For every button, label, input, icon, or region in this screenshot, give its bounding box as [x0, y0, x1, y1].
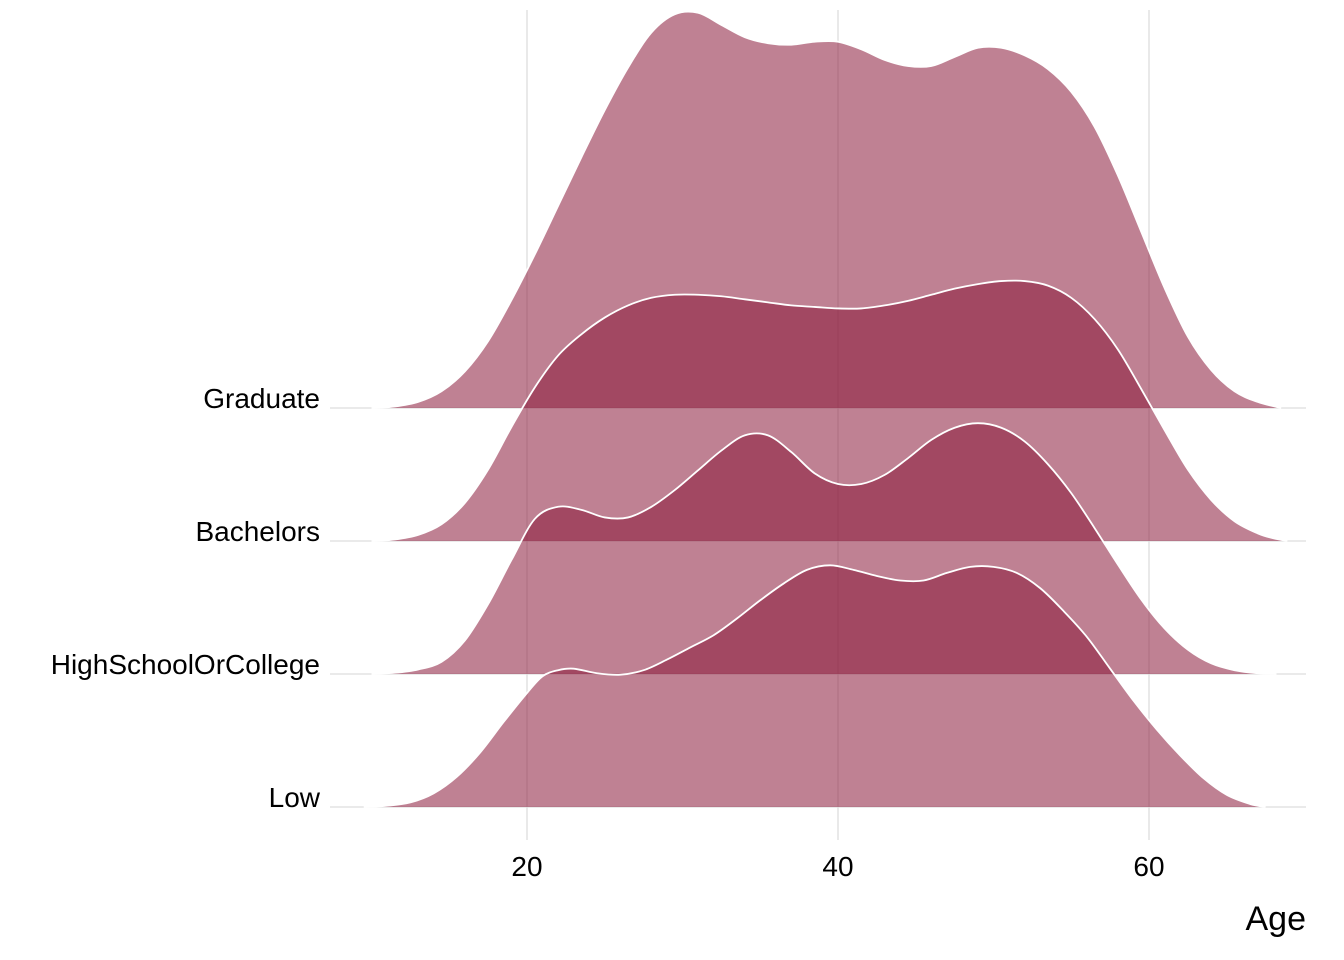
x-tick-label-60: 60: [1133, 851, 1164, 882]
category-label-HighSchoolOrCollege: HighSchoolOrCollege: [51, 649, 320, 680]
ridge-outline-HighSchoolOrCollege: [371, 422, 1277, 675]
ridge-fill-Low: [363, 565, 1266, 807]
ridge-outline-Graduate: [371, 10, 1282, 409]
x-axis-title: Age: [1246, 900, 1307, 938]
category-label-Low: Low: [269, 782, 321, 813]
ridge-layer: [363, 10, 1288, 808]
category-label-Graduate: Graduate: [203, 383, 320, 414]
x-tick-label-40: 40: [822, 851, 853, 882]
category-label-Bachelors: Bachelors: [195, 516, 320, 547]
label-layer: 20 40 60 Graduate Bachelors HighSchoolOrColle…: [51, 383, 1165, 882]
ridge-outline-Bachelors: [371, 279, 1288, 542]
x-tick-label-20: 20: [511, 851, 542, 882]
ridge-outline-Low: [363, 564, 1266, 808]
